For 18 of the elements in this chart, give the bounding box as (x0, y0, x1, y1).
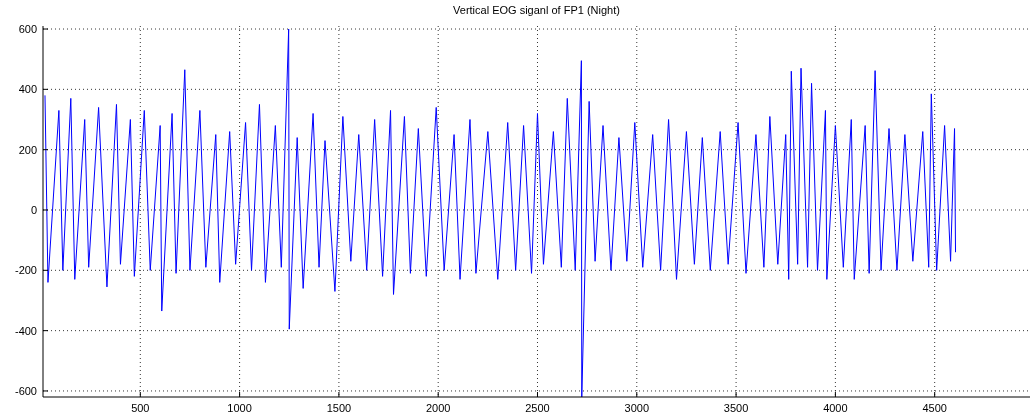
y-tick-label: -600 (14, 384, 37, 397)
x-tick-label: 4000 (823, 402, 848, 414)
y-tick-label: -400 (14, 324, 37, 337)
line-series (44, 28, 957, 398)
chart-title: Vertical EOG siganl of FP1 (Night) (453, 4, 620, 16)
y-tick-label: 0 (30, 203, 37, 216)
y-tick-label: 200 (18, 143, 37, 156)
x-tick-label: 500 (131, 402, 150, 414)
y-tick-label: 600 (18, 23, 37, 36)
x-tick-label: 1000 (227, 402, 252, 414)
x-tick-label: 2000 (425, 402, 451, 414)
y-tick-label: -200 (14, 264, 37, 277)
x-tick-label: 4500 (922, 402, 947, 414)
x-tick-label: 3500 (723, 402, 749, 414)
y-tick-label: 400 (18, 83, 37, 96)
x-tick-label: 1500 (326, 402, 352, 414)
x-tick-label: 3000 (624, 402, 650, 414)
x-tick-label: 2500 (525, 402, 550, 414)
